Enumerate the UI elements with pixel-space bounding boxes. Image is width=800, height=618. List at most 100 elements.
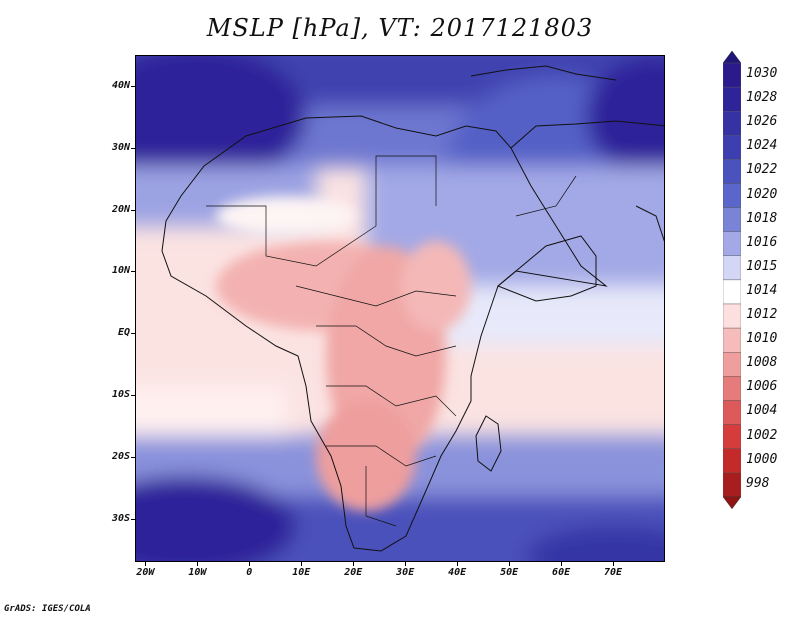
colorbar-top-arrow [723,51,741,64]
lon-tick [145,562,146,566]
lon-tick [613,562,614,566]
lat-tick [131,457,135,458]
colorbar-label: 998 [746,475,770,491]
lon-tick [561,562,562,566]
colorbar-label: 1012 [746,307,778,322]
colorbar-label: 1022 [746,162,778,178]
pressure-field-svg [136,56,664,561]
border-central [316,325,457,357]
colorbar-label: 1006 [746,379,778,395]
south-indian-high [526,526,664,561]
border-north-africa [206,155,437,267]
arabian-peninsula-outline [497,235,597,302]
lon-label: 0 [246,567,253,578]
colorbar-segment [723,159,741,184]
colorbar-label: 1020 [746,186,778,202]
lon-label: 70E [604,567,623,578]
mediterranean-north-coast [470,65,617,81]
africa-outline [161,115,608,552]
eurasia-coast [510,120,664,149]
lon-tick [457,562,458,566]
indian-ocean-band [436,286,664,346]
border-middle-east [515,175,577,217]
colorbar-svg [723,51,741,509]
atlantic-high [136,56,306,186]
pressure-map [135,55,665,562]
colorbar-label: 1018 [746,210,778,226]
lat-label: 20S [111,450,130,462]
colorbar-label: 1010 [746,331,778,347]
lat-label: 30N [111,141,130,153]
lat-label: 10N [111,265,130,277]
colorbar-label: 1016 [746,234,778,250]
border-namibia [365,466,397,527]
lat-tick [131,86,135,87]
colorbar-label: 1026 [746,114,778,130]
lon-tick [353,562,354,566]
footer-credit: GrADS: IGES/COLA [4,604,91,614]
colorbar-segment [723,86,741,112]
lat-label: 10S [111,389,130,401]
lat-tick [131,519,135,520]
map-title: MSLP [hPa], VT: 2017121803 [206,14,594,42]
lon-label: 10W [188,567,207,578]
india-coast [635,205,664,242]
colorbar-segment [723,400,741,425]
lon-label: 20E [344,567,363,578]
lon-label: 30E [396,567,415,578]
colorbar-segment [723,111,741,136]
colorbar-label: 1008 [746,355,778,371]
colorbar-segment [723,279,741,305]
lat-tick [131,333,135,334]
lon-tick [509,562,510,566]
lat-tick [131,148,135,149]
lon-label: 20W [136,567,155,578]
south-atlantic-high [136,476,296,561]
lon-tick [197,562,198,566]
lat-label: EQ [117,327,130,339]
colorbar-segment [723,424,741,449]
colorbar-label: 1014 [746,282,778,298]
colorbar-segment [723,62,741,88]
kalahari-low [316,401,416,511]
coastlines [161,65,664,552]
lon-label: 60E [552,567,571,578]
lat-tick [131,395,135,396]
colorbar-segment [723,376,741,401]
colorbar-label: 1002 [746,427,778,443]
border-sahel [295,285,457,307]
colorbar-segment [723,327,741,353]
colorbar-segment [723,135,741,160]
lon-tick [249,562,250,566]
lat-label: 20N [111,203,130,215]
lon-tick [301,562,302,566]
madagascar-outline [475,415,502,472]
sahara-white-band [216,196,356,236]
lon-label: 40E [448,567,467,578]
colorbar-label: 1015 [746,258,778,274]
lat-label: 40N [111,79,130,91]
border-south-central [326,385,457,417]
border-southern [326,445,437,467]
colorbar-label: 1030 [746,66,778,81]
lon-tick [405,562,406,566]
colorbar-segment [723,472,741,498]
colorbar-segment [723,352,741,377]
lat-label: 30S [111,512,130,524]
colorbar-label: 1024 [746,138,778,154]
lon-label: 50E [500,567,519,578]
colorbar-segment [723,207,741,232]
colorbar-segment [723,255,741,281]
sudan-low [401,241,471,331]
lat-tick [131,271,135,272]
high-pressure-fields [136,56,664,561]
colorbar-segment [723,231,741,256]
colorbar-label: 1028 [746,90,778,106]
country-borders [206,155,577,527]
colorbar-label: 1000 [746,451,778,467]
lon-label: 10E [292,567,311,578]
lat-tick [131,210,135,211]
colorbar-segment [723,183,741,208]
asian-high [586,56,664,176]
south-tropic-white [136,386,286,436]
